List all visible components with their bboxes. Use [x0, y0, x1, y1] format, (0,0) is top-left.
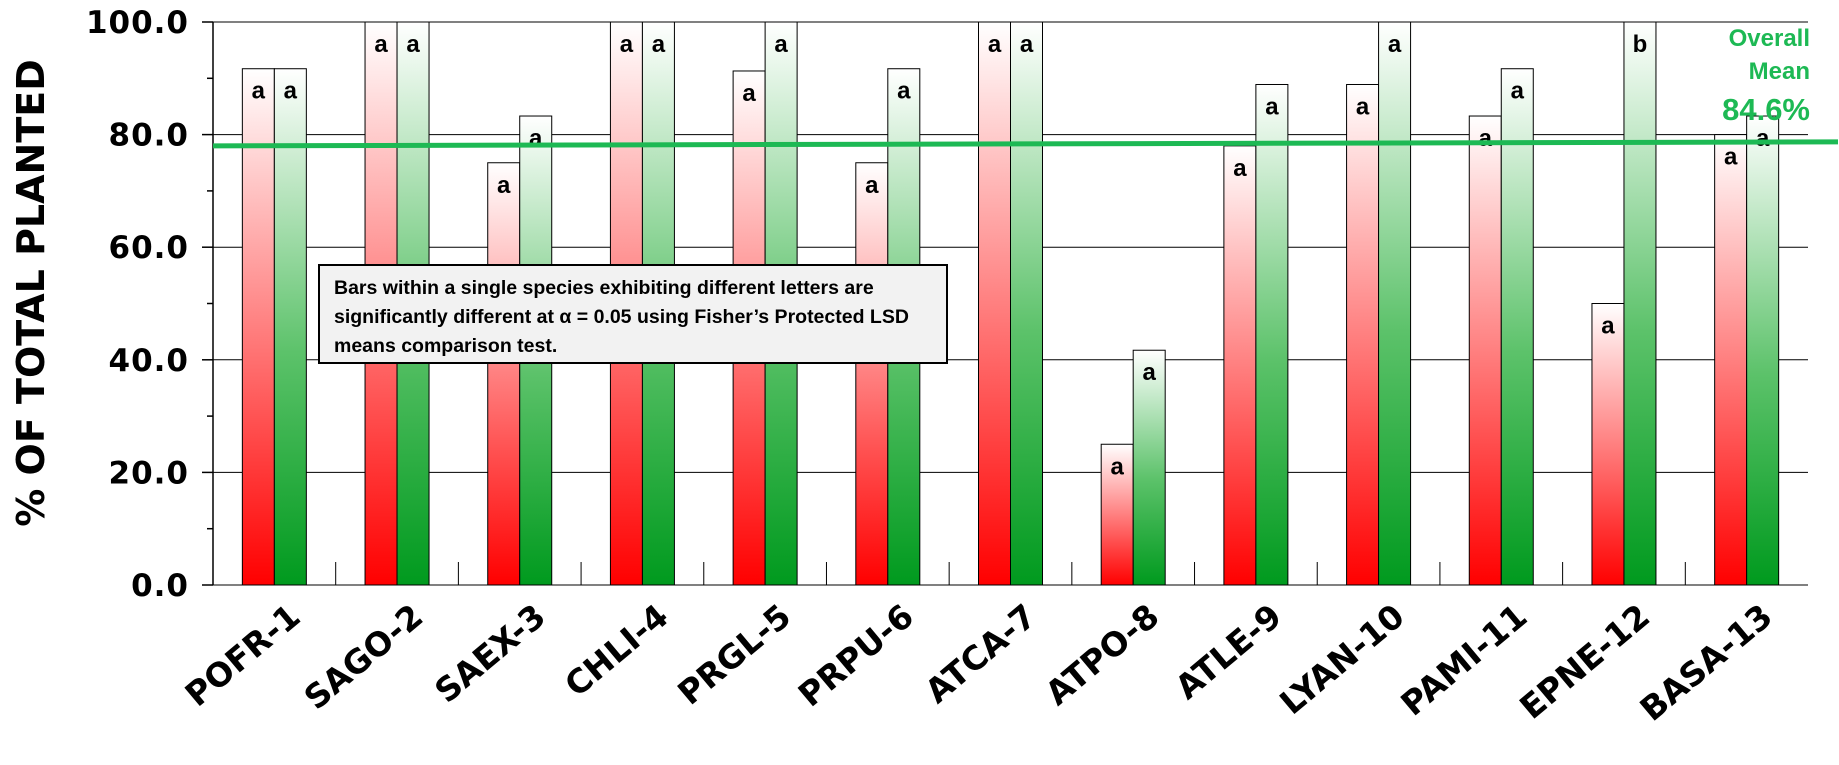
significance-letter: a — [1020, 31, 1034, 58]
significance-letter: a — [897, 78, 911, 105]
bar — [273, 68, 307, 586]
overall-mean-label: Mean — [1749, 58, 1810, 85]
y-tick-label: 80.0 — [109, 118, 190, 154]
significance-letter: a — [865, 172, 879, 199]
significance-letter: a — [497, 172, 511, 199]
significance-letter: a — [988, 31, 1002, 58]
significance-letter: a — [1511, 78, 1525, 105]
x-category-label: PAMI-11 — [1393, 596, 1534, 723]
bar — [1132, 349, 1166, 586]
x-category-label: POFR-1 — [178, 596, 308, 714]
bar — [1591, 303, 1625, 586]
bar — [1746, 115, 1780, 586]
significance-letter: a — [1756, 125, 1770, 152]
bar — [241, 68, 275, 586]
x-category-label: SAEX-3 — [427, 596, 553, 710]
x-category-label: PRGL-5 — [670, 596, 798, 712]
significance-letter: a — [284, 78, 298, 105]
significance-letter: a — [1111, 453, 1125, 480]
significance-letter: a — [374, 31, 388, 58]
bar — [1623, 21, 1657, 586]
overall-mean-line — [212, 139, 1839, 149]
significance-letter: a — [620, 31, 634, 58]
significance-letter: a — [1724, 144, 1738, 171]
y-tick-label: 0.0 — [131, 568, 189, 604]
significance-letter: a — [529, 125, 543, 152]
bar — [1468, 115, 1502, 586]
x-category-label: SAGO-2 — [297, 596, 431, 717]
significance-letter: a — [1388, 31, 1402, 58]
bar — [1010, 21, 1043, 586]
bar — [855, 162, 889, 586]
y-axis-label: % OF TOTAL PLANTED — [9, 59, 53, 527]
x-category-label: CHLI-4 — [557, 596, 675, 704]
significance-letter: a — [252, 78, 266, 105]
significance-letter: a — [1601, 313, 1615, 340]
bar — [978, 21, 1011, 586]
significance-note: Bars within a single species exhibiting … — [318, 264, 948, 364]
significance-letter: a — [774, 31, 788, 58]
significance-letter: a — [1479, 125, 1493, 152]
x-category-label: LYAN-10 — [1272, 596, 1412, 722]
bar — [1378, 21, 1412, 586]
bar — [1255, 83, 1289, 586]
x-category-label: EPNE-12 — [1512, 596, 1657, 726]
significance-letter: a — [652, 31, 666, 58]
y-tick-label: 20.0 — [109, 455, 190, 491]
x-category-label: PRPU-6 — [791, 596, 921, 714]
bar — [1346, 83, 1380, 586]
overall-mean-value: 84.6% — [1722, 92, 1810, 127]
bar — [487, 162, 521, 586]
significance-letter: a — [406, 31, 420, 58]
bar — [1223, 145, 1257, 586]
significance-letter: a — [1265, 93, 1279, 120]
bar — [1714, 134, 1748, 586]
significance-letter: a — [742, 80, 756, 107]
overall-mean: Overall Mean 84.6% — [212, 25, 1839, 149]
significance-letter: a — [1143, 359, 1157, 386]
y-tick-label: 100.0 — [86, 5, 189, 41]
bar — [1500, 68, 1534, 586]
significance-letter: a — [1356, 93, 1370, 120]
x-category-label: ATPO-8 — [1038, 596, 1166, 713]
significance-letter: b — [1633, 31, 1648, 58]
x-category-label: ATLE-9 — [1168, 596, 1289, 707]
y-tick-label: 40.0 — [109, 343, 190, 379]
significance-letter: a — [1233, 155, 1247, 182]
y-tick-label: 60.0 — [109, 230, 190, 266]
x-category-label: ATCA-7 — [918, 596, 1044, 711]
x-category-label: BASA-13 — [1632, 596, 1779, 728]
overall-mean-label: Overall — [1729, 25, 1810, 52]
